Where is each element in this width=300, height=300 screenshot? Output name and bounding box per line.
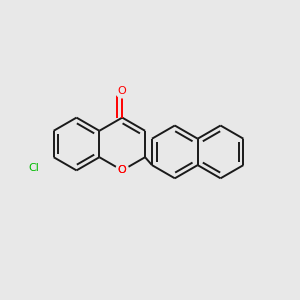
Text: O: O [118,86,127,96]
Circle shape [116,85,129,98]
Circle shape [116,164,129,177]
Text: Cl: Cl [29,164,40,173]
Text: O: O [118,165,127,176]
Circle shape [26,160,43,177]
Text: O: O [118,165,127,176]
